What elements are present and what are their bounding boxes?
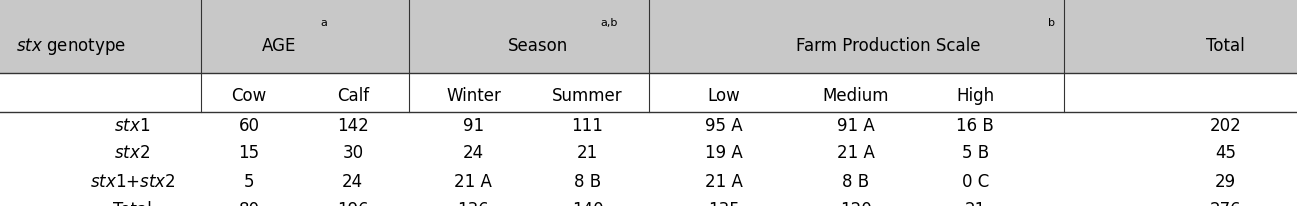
- Text: AGE: AGE: [262, 37, 296, 55]
- Text: 45: 45: [1215, 144, 1236, 163]
- Text: 140: 140: [572, 201, 603, 206]
- Text: 8 B: 8 B: [575, 173, 601, 191]
- Text: 202: 202: [1210, 117, 1241, 135]
- Text: Total: Total: [1206, 37, 1245, 55]
- Text: Total: Total: [113, 201, 152, 206]
- Text: Cow: Cow: [231, 87, 267, 105]
- Text: 111: 111: [572, 117, 603, 135]
- Text: 196: 196: [337, 201, 368, 206]
- Text: a,b: a,b: [601, 18, 617, 28]
- Text: 16 B: 16 B: [956, 117, 995, 135]
- Text: 21 A: 21 A: [704, 173, 743, 191]
- Text: Winter: Winter: [446, 87, 501, 105]
- Text: 136: 136: [458, 201, 489, 206]
- Text: Low: Low: [707, 87, 741, 105]
- Text: a: a: [320, 18, 327, 28]
- Text: 135: 135: [708, 201, 739, 206]
- Text: 5 B: 5 B: [962, 144, 988, 163]
- Text: Summer: Summer: [553, 87, 623, 105]
- Text: 21: 21: [965, 201, 986, 206]
- Text: Calf: Calf: [337, 87, 368, 105]
- Text: High: High: [956, 87, 995, 105]
- Text: $\mathit{stx2}$: $\mathit{stx2}$: [114, 144, 150, 163]
- Text: 15: 15: [239, 144, 259, 163]
- Text: 91 A: 91 A: [837, 117, 875, 135]
- Text: 21 A: 21 A: [454, 173, 493, 191]
- Text: Medium: Medium: [822, 87, 890, 105]
- Text: b: b: [1048, 18, 1054, 28]
- Text: 276: 276: [1210, 201, 1241, 206]
- Text: 0 C: 0 C: [961, 173, 990, 191]
- Text: 21: 21: [577, 144, 598, 163]
- Text: 8 B: 8 B: [843, 173, 869, 191]
- Text: 120: 120: [840, 201, 872, 206]
- Text: Season: Season: [508, 37, 568, 55]
- Text: 19 A: 19 A: [704, 144, 743, 163]
- Text: 21 A: 21 A: [837, 144, 875, 163]
- Text: 5: 5: [244, 173, 254, 191]
- Text: 95 A: 95 A: [704, 117, 743, 135]
- Text: 30: 30: [342, 144, 363, 163]
- Text: 24: 24: [463, 144, 484, 163]
- Text: 142: 142: [337, 117, 368, 135]
- Text: $\mathit{stx1}$+$\mathit{stx2}$: $\mathit{stx1}$+$\mathit{stx2}$: [89, 173, 175, 191]
- Text: $\mathit{stx1}$: $\mathit{stx1}$: [114, 117, 150, 135]
- Text: 80: 80: [239, 201, 259, 206]
- Text: 60: 60: [239, 117, 259, 135]
- Text: 24: 24: [342, 173, 363, 191]
- Bar: [0, 0, 1297, 73]
- Text: Farm Production Scale: Farm Production Scale: [796, 37, 981, 55]
- Text: 29: 29: [1215, 173, 1236, 191]
- Text: 91: 91: [463, 117, 484, 135]
- Text: $\mathit{stx}$ genotype: $\mathit{stx}$ genotype: [16, 36, 126, 57]
